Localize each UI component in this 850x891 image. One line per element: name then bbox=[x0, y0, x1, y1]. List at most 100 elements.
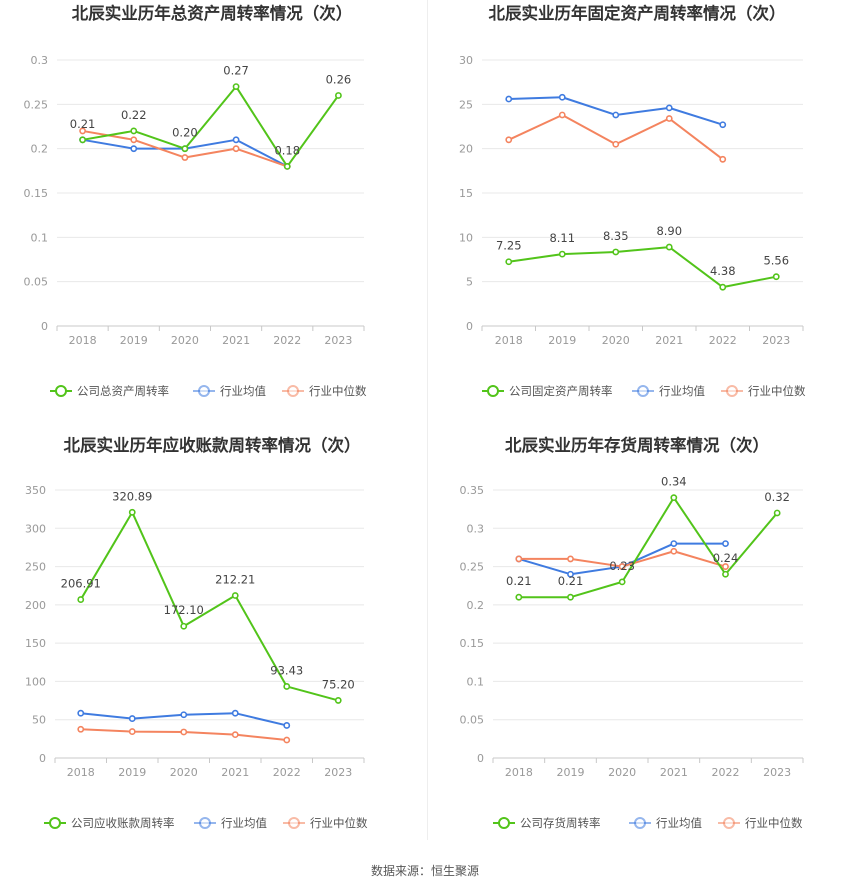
data-label: 93.43 bbox=[270, 663, 303, 677]
y-tick-label: 250 bbox=[25, 561, 46, 574]
series-line bbox=[518, 496, 778, 599]
y-tick-label: 0.15 bbox=[24, 187, 49, 200]
data-label: 0.32 bbox=[764, 490, 790, 504]
y-tick-label: 350 bbox=[25, 484, 46, 497]
y-tick-label: 50 bbox=[32, 714, 46, 727]
data-point bbox=[180, 728, 188, 736]
data-point bbox=[670, 547, 678, 555]
y-tick-label: 300 bbox=[25, 522, 46, 535]
legend-label: 行业中位数 bbox=[309, 384, 367, 398]
data-point bbox=[180, 711, 188, 719]
x-tick-label: 2020 bbox=[602, 334, 630, 347]
data-point bbox=[505, 258, 513, 266]
x-tick-label: 2022 bbox=[709, 334, 737, 347]
x-tick-label: 2018 bbox=[67, 766, 95, 779]
data-point bbox=[670, 540, 678, 547]
x-tick-label: 2019 bbox=[557, 766, 585, 779]
legend-label: 行业均值 bbox=[220, 384, 266, 398]
data-point bbox=[772, 273, 780, 281]
y-tick-label: 0.3 bbox=[31, 54, 49, 67]
source-note: 数据来源：恒生聚源 bbox=[370, 864, 479, 878]
y-tick-label: 150 bbox=[25, 637, 46, 650]
data-point bbox=[558, 111, 566, 119]
y-tick-label: 20 bbox=[459, 143, 473, 156]
x-tick-label: 2018 bbox=[505, 766, 533, 779]
data-point bbox=[612, 248, 620, 256]
legend-marker bbox=[287, 385, 299, 397]
y-tick-label: 0.2 bbox=[467, 599, 485, 612]
legend-label: 公司固定资产周转率 bbox=[509, 384, 613, 398]
y-tick-label: 0.35 bbox=[460, 484, 485, 497]
data-point bbox=[232, 83, 240, 90]
chart-receivables-turnover: 北辰实业历年应收账款周转率情况（次） 0 50 100 150 200 250 300 350 2… bbox=[0, 432, 425, 864]
data-point bbox=[612, 140, 620, 148]
data-label: 0.20 bbox=[172, 126, 198, 140]
x-tick-label: 2018 bbox=[495, 334, 523, 347]
x-tick-label: 2021 bbox=[221, 766, 249, 779]
data-point bbox=[719, 155, 727, 163]
legend-label: 行业中位数 bbox=[310, 816, 368, 830]
chart-svg: 北辰实业历年固定资产周转率情况（次） 0 5 10 15 20 25 30 2018 2019 20… bbox=[459, 3, 806, 398]
data-point bbox=[719, 283, 727, 291]
x-tick-label: 2023 bbox=[324, 766, 352, 779]
data-label: 0.21 bbox=[558, 574, 584, 588]
data-label: 75.20 bbox=[322, 677, 355, 691]
chart-total-asset-turnover: 北辰实业历年总资产周转率情况（次） 0 0.05 0.1 0.15 0.2 0.25 0.3 2… bbox=[0, 0, 425, 432]
data-point bbox=[283, 722, 291, 729]
data-point bbox=[128, 508, 136, 516]
data-point bbox=[283, 162, 291, 170]
series-line bbox=[508, 246, 777, 289]
y-tick-label: 100 bbox=[25, 675, 46, 688]
legend-label: 公司应收账款周转率 bbox=[71, 816, 175, 830]
series-line bbox=[82, 85, 340, 168]
data-point bbox=[128, 728, 136, 735]
data-label: 0.21 bbox=[70, 117, 96, 131]
chart-inventory-turnover: 北辰实业历年存货周转率情况（次） 0 0.05 0.1 0.15 0.2 0.25 0.3 0.… bbox=[425, 432, 850, 864]
y-tick-label: 200 bbox=[25, 599, 46, 612]
data-label: 8.11 bbox=[549, 231, 575, 245]
x-tick-label: 2019 bbox=[120, 334, 148, 347]
data-point bbox=[231, 709, 239, 717]
data-point bbox=[618, 563, 626, 570]
y-tick-label: 10 bbox=[459, 231, 473, 244]
data-point bbox=[334, 697, 342, 704]
data-point bbox=[180, 622, 188, 630]
y-tick-label: 25 bbox=[459, 98, 473, 111]
y-tick-label: 0.1 bbox=[467, 675, 485, 688]
data-point bbox=[232, 136, 240, 144]
data-point bbox=[618, 578, 626, 586]
y-tick-label: 30 bbox=[459, 54, 473, 67]
data-point bbox=[181, 154, 189, 161]
data-point bbox=[232, 145, 240, 153]
data-point bbox=[505, 95, 513, 103]
y-tick-label: 0.05 bbox=[460, 714, 485, 727]
data-point bbox=[665, 243, 673, 251]
data-label: 0.24 bbox=[713, 551, 739, 565]
data-label: 320.89 bbox=[112, 489, 152, 503]
data-point bbox=[77, 725, 85, 733]
x-tick-label: 2021 bbox=[655, 334, 683, 347]
legend-marker bbox=[55, 385, 67, 397]
y-tick-label: 15 bbox=[459, 187, 473, 200]
data-point bbox=[77, 709, 85, 717]
x-tick-label: 2020 bbox=[608, 766, 636, 779]
legend-marker bbox=[198, 385, 210, 397]
data-point bbox=[665, 115, 673, 122]
x-tick-label: 2021 bbox=[660, 766, 688, 779]
data-label: 0.21 bbox=[506, 574, 532, 588]
y-tick-label: 0.2 bbox=[31, 143, 49, 156]
y-tick-label: 0.1 bbox=[31, 231, 49, 244]
x-tick-label: 2021 bbox=[222, 334, 250, 347]
data-point bbox=[722, 540, 729, 547]
data-point bbox=[567, 570, 574, 578]
chart-svg: 北辰实业历年存货周转率情况（次） 0 0.05 0.1 0.15 0.2 0.25 0.3 0.… bbox=[460, 435, 804, 830]
x-tick-label: 2020 bbox=[171, 334, 199, 347]
data-label: 212.21 bbox=[215, 573, 255, 587]
y-tick-label: 0 bbox=[39, 752, 46, 765]
legend-marker bbox=[49, 817, 61, 829]
x-tick-label: 2018 bbox=[69, 334, 97, 347]
legend-label: 行业均值 bbox=[659, 384, 705, 398]
legend-marker bbox=[288, 817, 300, 829]
y-tick-label: 0.25 bbox=[24, 98, 49, 111]
x-tick-label: 2023 bbox=[763, 766, 791, 779]
